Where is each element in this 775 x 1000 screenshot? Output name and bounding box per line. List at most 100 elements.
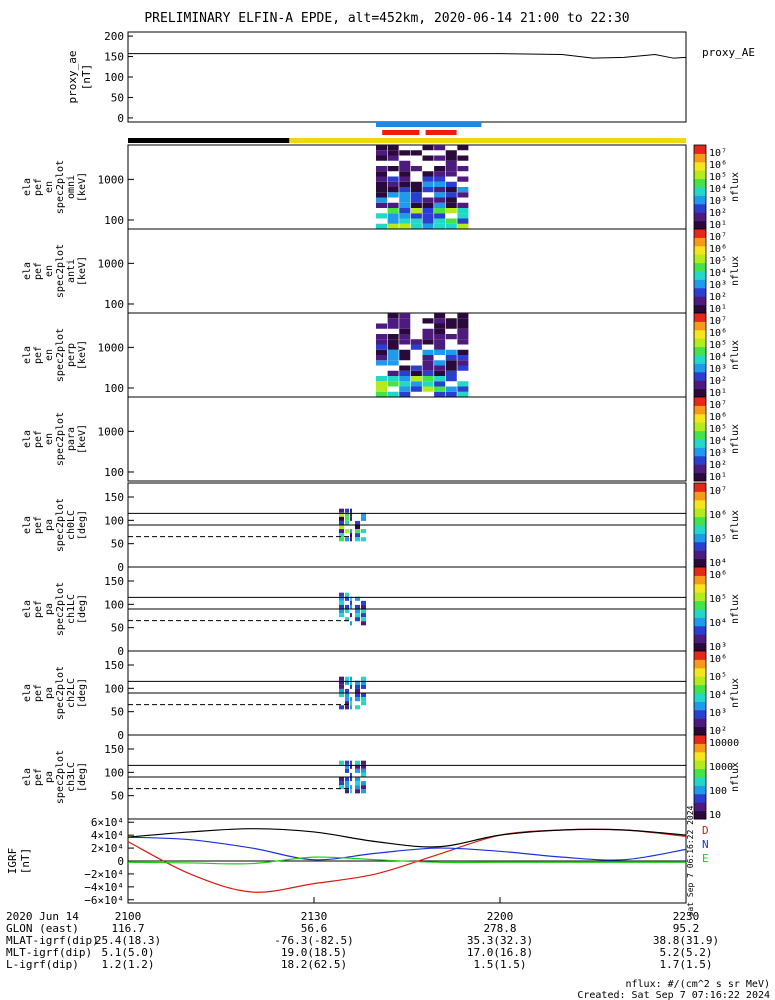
status-bar-black xyxy=(128,138,290,143)
colorbar-tick-label: 10⁶ xyxy=(709,244,727,255)
colorbar-tick-label: 10³ xyxy=(709,708,727,719)
energy-spectrogram-cell xyxy=(422,155,434,161)
energy-axis-label: ela xyxy=(22,346,33,364)
igrf-ytick-label: −4×10⁴ xyxy=(84,881,124,894)
energy-spectrogram-cell xyxy=(399,313,411,319)
energy-spectrogram-cell xyxy=(387,208,399,214)
energy-spectrogram-cell xyxy=(434,218,446,224)
colorbar-unit-label: nflux xyxy=(730,510,741,540)
footer-row-value: -76.3(-82.5) xyxy=(274,934,353,947)
energy-spectrogram-cell xyxy=(387,349,399,355)
colorbar-segment xyxy=(694,634,706,644)
pitch-spectrogram-cell xyxy=(345,537,349,542)
energy-spectrogram-cell xyxy=(376,386,388,392)
energy-spectrogram-cell xyxy=(457,349,469,355)
pitch-spectrogram-cell xyxy=(350,676,352,681)
energy-axis-label: spec2plot xyxy=(55,244,66,298)
pitch-spectrogram-cell xyxy=(345,789,349,794)
colorbar-tick-label: 10⁴ xyxy=(709,618,727,629)
pitch-spectrogram-cell xyxy=(345,516,349,521)
energy-spectrogram-cell xyxy=(445,150,457,156)
colorbar-unit-label: nflux xyxy=(730,678,741,708)
pitch-spectrogram-cell xyxy=(345,604,349,609)
colorbar-tick-label: 10⁴ xyxy=(709,690,727,701)
energy-spectrogram-cell xyxy=(387,339,399,345)
energy-axis-label: ela xyxy=(22,430,33,448)
energy-spectrogram-cell xyxy=(457,223,469,229)
proxy-ae-ytick-label: 100 xyxy=(104,71,124,84)
pitch-spectrogram-cell xyxy=(361,609,366,614)
energy-spectrogram-cell xyxy=(422,197,434,203)
energy-spectrogram-cell xyxy=(376,166,388,172)
energy-spectrogram-cell xyxy=(434,181,446,187)
pitch-axis-label: pa xyxy=(44,771,55,783)
pitch-spectrogram-cell xyxy=(350,772,352,777)
energy-spectrogram-cell xyxy=(434,328,446,334)
energy-spectrogram-cell xyxy=(445,197,457,203)
energy-axis-label: ela xyxy=(22,262,33,280)
energy-spectrogram-cell xyxy=(457,213,469,219)
energy-spectrogram-cell xyxy=(410,213,422,219)
energy-axis-label: pef xyxy=(33,346,44,364)
pitch-ytick-label: 150 xyxy=(104,491,124,504)
energy-spectrogram-cell xyxy=(399,150,411,156)
energy-spectrogram-cell xyxy=(422,218,434,224)
footer-row-value: 2200 xyxy=(487,910,514,923)
igrf-ytick-label: −6×10⁴ xyxy=(84,894,124,907)
energy-spectrogram-cell xyxy=(376,339,388,345)
pitch-spectrogram-cell xyxy=(345,693,349,698)
energy-spectrogram-cell xyxy=(457,328,469,334)
energy-spectrogram-cell xyxy=(399,381,411,387)
energy-spectrogram-cell xyxy=(457,323,469,329)
colorbar-segment xyxy=(694,659,706,669)
colorbar-segment xyxy=(694,237,706,247)
colorbar-segment xyxy=(694,439,706,448)
pitch-spectrogram-cell xyxy=(350,596,352,601)
pitch-ytick-label: 0 xyxy=(117,729,124,742)
footer-row-value: 19.0(18.5) xyxy=(281,946,347,959)
colorbar-tick-label: 10⁷ xyxy=(709,486,727,497)
colorbar-segment xyxy=(694,371,706,381)
energy-spectrogram-cell xyxy=(399,160,411,166)
energy-spectrogram-cell xyxy=(422,360,434,366)
colorbar-segment xyxy=(694,558,706,568)
colorbar-segment xyxy=(694,810,706,820)
energy-spectrogram-cell xyxy=(410,181,422,187)
pitch-spectrogram-cell xyxy=(350,533,352,538)
pitch-axis-label: pef xyxy=(33,516,44,534)
colorbar-segment xyxy=(694,676,706,686)
pitch-spectrogram-cell xyxy=(339,596,344,601)
energy-spectrogram-cell xyxy=(387,376,399,382)
energy-axis-label: ela xyxy=(22,178,33,196)
colorbar-segment xyxy=(694,600,706,610)
energy-spectrogram-cell xyxy=(376,176,388,182)
igrf-series-E xyxy=(127,856,686,865)
colorbar-unit-label: nflux xyxy=(730,340,741,370)
energy-spectrogram-cell xyxy=(399,187,411,193)
colorbar-segment xyxy=(694,405,706,415)
colorbar-segment xyxy=(694,541,706,551)
pitch-spectrogram-cell xyxy=(355,617,360,622)
colorbar-segment xyxy=(694,229,706,238)
energy-spectrogram-cell xyxy=(422,349,434,355)
pitch-spectrogram-cell xyxy=(345,609,349,614)
energy-spectrogram-cell xyxy=(410,370,422,376)
pitch-spectrogram-cell xyxy=(361,772,366,777)
energy-spectrogram-cell xyxy=(422,213,434,219)
energy-spectrogram-cell xyxy=(434,166,446,172)
energy-spectrogram-cell xyxy=(387,145,399,151)
colorbar-tick-label: 10⁵ xyxy=(709,172,727,183)
energy-axis-label: [keV] xyxy=(77,340,88,370)
pitch-spectrogram-cell xyxy=(355,705,360,710)
energy-spectrogram-cell xyxy=(410,386,422,392)
colorbar-tick-label: 10⁵ xyxy=(709,534,727,545)
colorbar-segment xyxy=(694,483,706,492)
colorbar-segment xyxy=(694,617,706,627)
pitch-spectrogram-cell xyxy=(361,781,366,786)
pitch-spectrogram-cell xyxy=(339,537,344,542)
pitch-spectrogram-cell xyxy=(355,604,360,609)
pitch-axis-label: ch0LC xyxy=(66,510,77,540)
energy-spectrogram-cell xyxy=(434,213,446,219)
energy-spectrogram-cell xyxy=(410,339,422,345)
pitch-spectrogram-cell xyxy=(355,789,360,794)
